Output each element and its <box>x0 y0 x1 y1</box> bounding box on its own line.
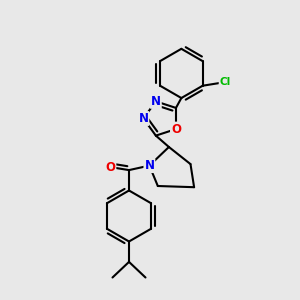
Text: N: N <box>144 159 154 172</box>
Text: O: O <box>105 160 116 174</box>
Text: O: O <box>171 123 181 136</box>
Text: N: N <box>151 95 161 108</box>
Text: N: N <box>138 112 148 125</box>
Text: Cl: Cl <box>220 77 231 87</box>
